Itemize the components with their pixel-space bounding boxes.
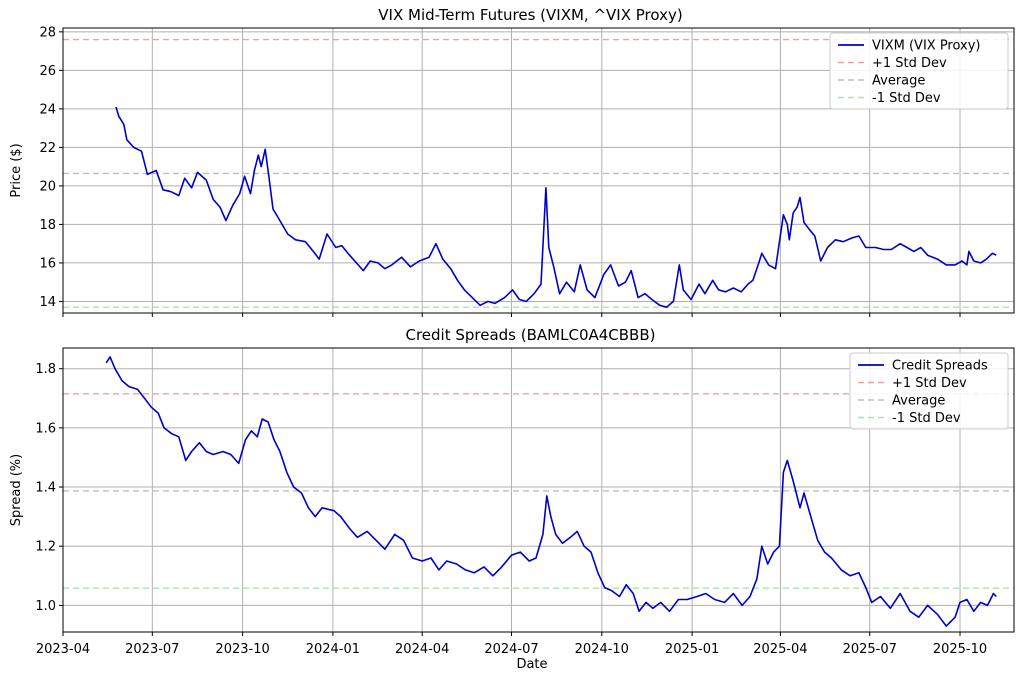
x-tick-label: 2023-04 [36, 642, 90, 657]
axes-frame [62, 27, 1015, 314]
legend-label: Average [872, 74, 925, 89]
chart-title: VIX Mid-Term Futures (VIXM, ^VIX Proxy) [378, 6, 682, 24]
credit-spreads-panel: 1.0 1.2 1.4 1.6 1.8 2023-04 2023-07 2023-10 2024… [9, 326, 1015, 657]
y-tick-label: 24 [39, 102, 56, 117]
legend-label: Average [892, 394, 945, 409]
y-tick-label: 14 [39, 295, 56, 310]
y-tick-label: 1.8 [35, 362, 56, 377]
legend-frame [849, 352, 1009, 430]
x-tick-label: 2023-10 [215, 642, 269, 657]
y-tick-label: 28 [39, 25, 56, 40]
x-tick-label: 2025-04 [753, 642, 807, 657]
y-tick-label: 18 [39, 218, 56, 233]
y-tick-label: 1.2 [35, 540, 56, 555]
legend-frame [829, 32, 1009, 110]
y-tick-label: 22 [39, 141, 56, 156]
y-tick-label: 1.6 [35, 421, 56, 436]
legend-label: VIXM (VIX Proxy) [872, 39, 981, 54]
legend: VIXM (VIX Proxy) +1 Std Dev Average -1 Std … [829, 32, 1009, 110]
x-tick-label: 2024-01 [306, 642, 360, 657]
y-axis-label: Spread (%) [9, 454, 24, 526]
legend-label: +1 Std Dev [892, 376, 967, 391]
series-line-credit [105, 356, 997, 627]
vix-panel: 14 16 18 20 22 24 26 28 VIX Mid-Term Futures (VI… [9, 6, 1015, 317]
y-tick-label: 26 [39, 64, 56, 79]
legend-label: Credit Spreads [892, 359, 988, 374]
y-axis-label: Price ($) [9, 143, 24, 197]
x-tick-label: 2024-04 [395, 642, 449, 657]
y-tick-label: 1.4 [35, 481, 56, 496]
x-tick-label: 2023-07 [125, 642, 179, 657]
x-tick-label: 2024-07 [484, 642, 538, 657]
x-axis-label: Date [516, 657, 547, 672]
x-tick-label: 2025-01 [665, 642, 719, 657]
x-tick-label: 2025-07 [843, 642, 897, 657]
grid-lines [62, 28, 1014, 313]
legend: Credit Spreads +1 Std Dev Average -1 Std De… [849, 352, 1009, 430]
legend-label: -1 Std Dev [872, 91, 941, 106]
chart-title: Credit Spreads (BAMLC0A4CBBB) [405, 326, 655, 344]
series-line-vix [115, 106, 997, 308]
y-tick-label: 16 [39, 256, 56, 271]
legend-label: -1 Std Dev [892, 411, 961, 426]
legend-label: +1 Std Dev [872, 56, 947, 71]
x-tick-label: 2024-10 [575, 642, 629, 657]
y-tick-label: 1.0 [35, 599, 56, 614]
y-tick-label: 20 [39, 179, 56, 194]
axes-frame [62, 347, 1015, 633]
x-tick-label: 2025-10 [933, 642, 987, 657]
